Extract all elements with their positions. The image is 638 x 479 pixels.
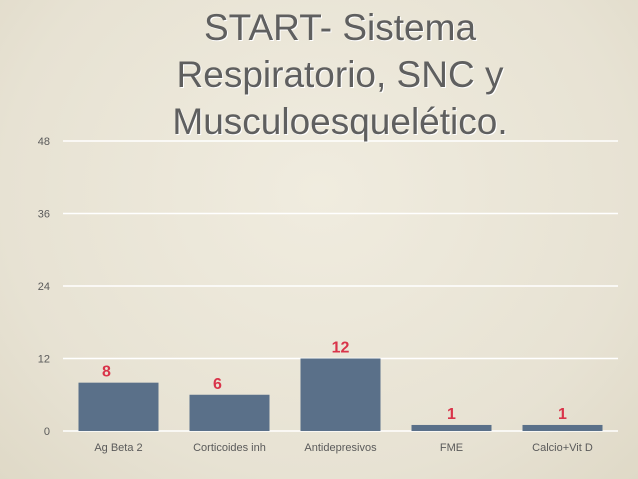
bar <box>300 358 381 431</box>
bar <box>522 424 603 431</box>
y-tick-label: 0 <box>44 426 50 438</box>
x-category-label: Antidepresivos <box>304 442 377 454</box>
y-tick-label: 36 <box>38 209 50 221</box>
x-category-label: FME <box>440 442 463 454</box>
data-label: 12 <box>332 340 350 357</box>
bar <box>189 394 270 431</box>
y-tick-label: 48 <box>38 136 50 148</box>
bar <box>411 424 492 431</box>
title-line-2: Respiratorio, SNC y <box>176 54 504 95</box>
slide-title: START- Sistema Respiratorio, SNC y Muscu… <box>80 4 600 145</box>
data-label: 1 <box>447 406 456 423</box>
x-category-label: Calcio+Vit D <box>532 442 593 454</box>
data-label: 6 <box>213 376 222 393</box>
data-label: 1 <box>558 406 567 423</box>
title-line-1: START- Sistema <box>203 7 477 48</box>
x-category-label: Corticoides inh <box>193 442 266 454</box>
data-label: 8 <box>102 364 111 381</box>
y-tick-label: 24 <box>38 281 50 293</box>
bar <box>78 382 159 431</box>
x-category-label: Ag Beta 2 <box>94 442 142 454</box>
title-line-3: Musculoesquelético. <box>172 101 508 142</box>
y-tick-label: 12 <box>38 354 50 366</box>
